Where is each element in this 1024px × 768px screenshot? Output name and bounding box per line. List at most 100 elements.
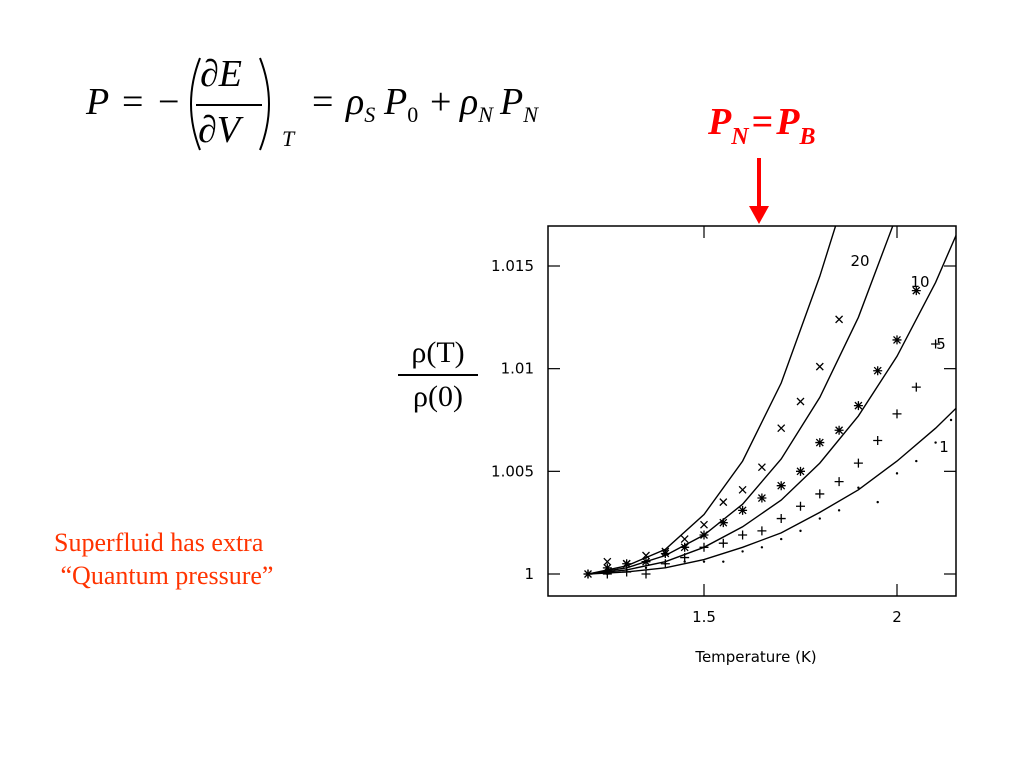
- data-point-1: [915, 459, 918, 463]
- x-axis-label: Temperature (K): [694, 648, 816, 666]
- series-label-5: 5: [936, 335, 946, 353]
- data-point-5: [776, 514, 786, 524]
- eq-pn: PN: [500, 81, 538, 127]
- data-point-5: [641, 569, 651, 579]
- data-point-5: [738, 530, 748, 540]
- plot-frame: [547, 225, 957, 597]
- data-point-1: [895, 472, 899, 475]
- eq-equals: =: [122, 81, 144, 123]
- pn-equals-pb-label: PN=PB: [708, 101, 816, 150]
- quantum-pressure-caption: Superfluid has extra “Quantum pressure”: [54, 526, 273, 592]
- data-point-5: [757, 526, 767, 536]
- data-point-10: [796, 466, 805, 476]
- data-point-10: [738, 505, 748, 515]
- ratio-fraction-bar: [398, 374, 478, 376]
- down-arrow-icon: [749, 158, 769, 224]
- data-point-1: [644, 566, 648, 570]
- eq-lhs: P: [86, 81, 110, 123]
- data-point-1: [876, 500, 879, 504]
- y-tick-label: 1: [524, 565, 534, 583]
- data-point-1: [949, 418, 953, 422]
- series-curve-1: [587, 407, 956, 575]
- data-point-10: [699, 530, 709, 540]
- series-curve-10: [587, 226, 894, 575]
- data-point-5: [931, 339, 941, 349]
- data-point-20: [719, 498, 728, 507]
- data-point-1: [857, 486, 860, 489]
- data-point-20: [603, 557, 612, 566]
- series-label-10: 10: [910, 273, 929, 291]
- data-point-1: [934, 441, 937, 444]
- eq-paren-subscript: T: [282, 126, 295, 151]
- data-point-20: [815, 362, 824, 371]
- data-point-5: [834, 477, 844, 487]
- series-label-20: 20: [850, 252, 869, 270]
- density-ratio-label: ρ(T) ρ(0): [398, 334, 478, 416]
- data-point-20: [777, 424, 786, 433]
- data-point-10: [757, 493, 767, 503]
- data-point-5: [583, 569, 593, 579]
- data-point-5: [815, 489, 825, 499]
- data-point-10: [873, 366, 883, 376]
- data-point-5: [699, 542, 709, 552]
- data-point-1: [760, 546, 764, 549]
- ratio-numerator: ρ(T): [411, 336, 465, 369]
- series-curve-20: [587, 226, 837, 575]
- caption-line-2: “Quantum pressure”: [54, 561, 274, 590]
- data-point-10: [776, 481, 786, 491]
- data-point-1: [683, 560, 686, 563]
- eq-rho-s: ρS: [346, 81, 376, 127]
- y-tick-label: 1.015: [491, 257, 534, 275]
- x-tick-label: 2: [892, 608, 902, 626]
- data-point-1: [722, 560, 725, 563]
- data-point-1: [664, 562, 667, 565]
- x-tick-label: 1.5: [692, 608, 716, 626]
- data-point-20: [835, 315, 844, 324]
- data-point-20: [757, 463, 766, 472]
- y-tick-label: 1.005: [491, 462, 534, 480]
- right-paren: [259, 57, 270, 151]
- data-point-1: [702, 560, 706, 563]
- left-paren: [190, 57, 201, 151]
- eq-equals-2: =: [312, 81, 334, 123]
- eq-numerator: ∂E: [200, 53, 242, 95]
- eq-minus: −: [158, 81, 180, 123]
- data-point-10: [853, 401, 863, 411]
- data-point-10: [602, 563, 612, 573]
- data-point-20: [796, 397, 805, 406]
- data-point-1: [625, 568, 628, 572]
- data-point-1: [818, 517, 821, 520]
- fraction-bar: [196, 104, 262, 106]
- data-point-1: [780, 537, 783, 541]
- data-point-5: [718, 538, 728, 548]
- series-label-1: 1: [939, 438, 949, 456]
- data-point-1: [837, 509, 841, 512]
- data-point-5: [796, 501, 805, 511]
- data-point-10: [641, 557, 651, 567]
- series-curve-5: [587, 233, 956, 575]
- ratio-denominator: ρ(0): [413, 380, 463, 413]
- data-point-10: [718, 518, 728, 528]
- eq-plus: +: [430, 81, 452, 123]
- data-point-10: [911, 286, 921, 296]
- data-point-5: [873, 436, 883, 446]
- data-point-20: [680, 535, 689, 544]
- data-point-5: [853, 458, 863, 468]
- data-point-10: [622, 559, 632, 569]
- data-point-10: [815, 438, 825, 448]
- data-point-5: [892, 409, 902, 419]
- eq-p0: P0: [384, 81, 419, 127]
- caption-line-1: Superfluid has extra: [54, 528, 264, 557]
- data-point-1: [606, 572, 609, 576]
- data-point-20: [700, 520, 708, 529]
- data-point-5: [911, 382, 921, 392]
- eq-rho-n: ρN: [460, 81, 493, 127]
- y-tick-label: 1.01: [501, 360, 534, 378]
- eq-denominator: ∂V: [198, 109, 240, 151]
- data-point-10: [834, 425, 844, 435]
- data-point-10: [680, 542, 690, 552]
- data-point-1: [741, 550, 744, 553]
- data-point-10: [660, 548, 670, 558]
- data-point-1: [799, 529, 802, 533]
